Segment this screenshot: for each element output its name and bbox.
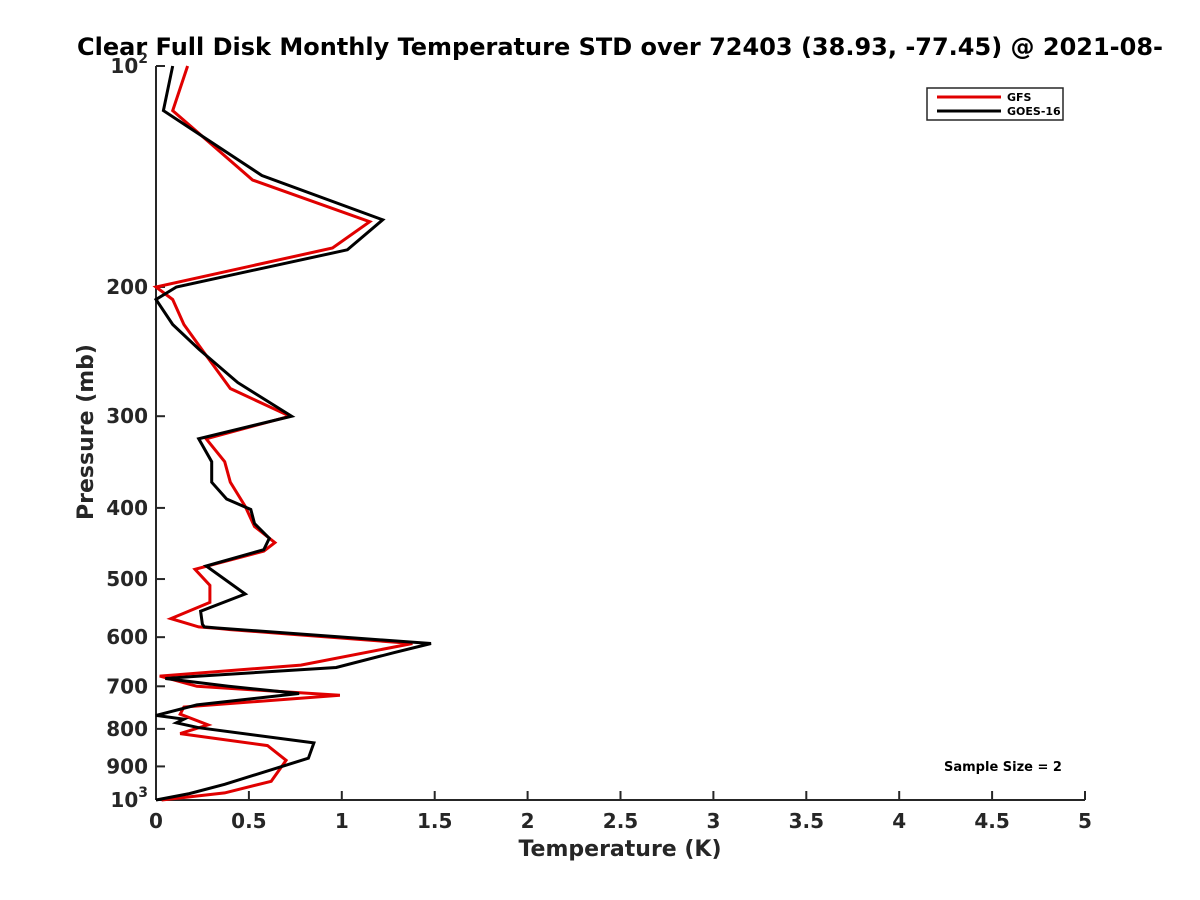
y-tick-label: 600 xyxy=(106,625,148,649)
x-axis-ticks: 0 0.5 1 1.5 2 2.5 3 3.5 4 4.5 5 xyxy=(149,791,1092,833)
y-tick-base: 10 xyxy=(110,54,138,78)
x-axis-label: Temperature (K) xyxy=(518,837,721,862)
x-tick-label: 1 xyxy=(335,809,349,833)
legend-label: GFS xyxy=(1007,91,1032,104)
y-tick-label: 200 xyxy=(106,275,148,299)
series-lines xyxy=(152,65,432,802)
y-axis-label: Pressure (mb) xyxy=(74,344,99,520)
y-tick-label: 102 xyxy=(110,51,148,78)
y-tick-exponent: 2 xyxy=(138,51,148,67)
y-tick-label: 500 xyxy=(106,567,148,591)
x-tick-label: 0 xyxy=(149,809,163,833)
series-line-goes-16 xyxy=(153,65,432,802)
x-tick-label: 1.5 xyxy=(417,809,452,833)
legend-box xyxy=(926,87,1064,121)
y-tick-label: 400 xyxy=(106,496,148,520)
y-tick-exponent: 3 xyxy=(138,785,148,801)
series-line-gfs xyxy=(152,65,413,802)
y-tick-label: 900 xyxy=(106,754,148,778)
x-tick-label: 0.5 xyxy=(231,809,266,833)
x-tick-label: 3 xyxy=(706,809,720,833)
x-tick-label: 5 xyxy=(1078,809,1092,833)
sample-size-annotation: Sample Size = 2 xyxy=(944,760,1062,775)
y-tick-label: 800 xyxy=(106,717,148,741)
x-tick-label: 3.5 xyxy=(789,809,824,833)
y-tick-label: 103 xyxy=(110,785,148,812)
y-tick-base: 10 xyxy=(110,788,138,812)
x-tick-label: 2.5 xyxy=(603,809,638,833)
y-tick-label: 300 xyxy=(106,404,148,428)
y-tick-label: 700 xyxy=(106,674,148,698)
x-tick-label: 2 xyxy=(521,809,535,833)
legend-label: GOES-16 xyxy=(1007,105,1061,118)
x-tick-label: 4 xyxy=(892,809,906,833)
chart-title: Clear Full Disk Monthly Temperature STD … xyxy=(77,33,1163,61)
x-tick-label: 4.5 xyxy=(974,809,1009,833)
plot-area xyxy=(155,66,1085,801)
